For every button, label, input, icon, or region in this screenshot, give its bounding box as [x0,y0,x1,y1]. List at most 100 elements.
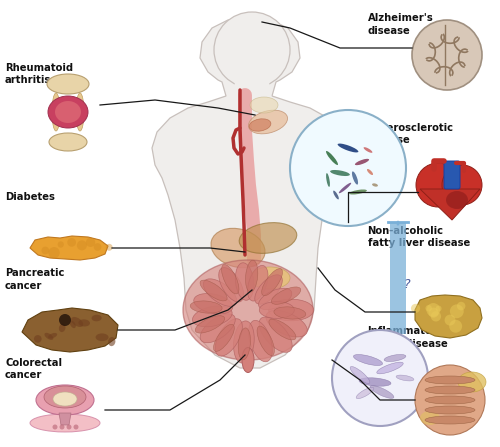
Ellipse shape [326,151,338,165]
Polygon shape [59,413,71,425]
Circle shape [411,304,420,313]
Ellipse shape [269,319,296,340]
Ellipse shape [200,314,235,343]
Ellipse shape [260,302,294,318]
Ellipse shape [248,110,288,134]
Circle shape [426,303,440,317]
Ellipse shape [262,269,282,296]
Circle shape [430,311,441,321]
Ellipse shape [359,378,391,386]
Ellipse shape [218,268,244,302]
Ellipse shape [222,265,239,294]
Ellipse shape [333,190,339,199]
Text: Inflammatory
bowel disease: Inflammatory bowel disease [368,326,448,349]
Ellipse shape [76,93,84,131]
Circle shape [442,165,482,205]
Ellipse shape [384,354,406,362]
Ellipse shape [349,190,367,194]
Ellipse shape [352,171,358,185]
Ellipse shape [242,347,254,372]
Ellipse shape [216,319,242,356]
Text: Non-alcoholic
fatty liver disease: Non-alcoholic fatty liver disease [368,226,470,248]
Polygon shape [152,18,345,368]
Ellipse shape [36,385,94,415]
Ellipse shape [92,315,102,321]
Text: Rheumatoid
arthritis: Rheumatoid arthritis [5,63,73,85]
Ellipse shape [194,294,233,314]
Circle shape [74,425,78,430]
Text: Pancreatic
cancer: Pancreatic cancer [5,268,64,291]
Ellipse shape [446,191,468,209]
Ellipse shape [59,324,66,332]
Text: ?: ? [404,278,410,291]
Ellipse shape [234,321,254,363]
FancyBboxPatch shape [444,161,460,189]
Ellipse shape [192,306,232,327]
Ellipse shape [396,375,414,381]
Circle shape [214,12,290,88]
Polygon shape [22,308,118,352]
Circle shape [332,330,428,426]
Ellipse shape [52,93,60,131]
Ellipse shape [204,279,236,306]
FancyArrowPatch shape [394,337,402,348]
Ellipse shape [239,223,297,253]
Circle shape [444,315,456,325]
Ellipse shape [49,133,87,151]
Ellipse shape [30,414,100,432]
Ellipse shape [266,311,308,337]
Circle shape [59,314,71,326]
Ellipse shape [108,337,116,346]
Ellipse shape [71,317,83,327]
Ellipse shape [255,275,282,304]
Ellipse shape [53,392,77,406]
Ellipse shape [425,386,475,394]
Ellipse shape [425,406,475,414]
Circle shape [68,238,76,247]
Text: Atherosclerotic
disease: Atherosclerotic disease [368,123,454,145]
Ellipse shape [48,333,57,338]
Ellipse shape [259,317,292,352]
Ellipse shape [257,326,274,355]
Circle shape [106,244,112,251]
Ellipse shape [238,328,250,360]
Circle shape [457,302,466,310]
Ellipse shape [248,266,268,301]
Ellipse shape [370,386,394,398]
Ellipse shape [48,96,88,128]
Ellipse shape [200,280,227,301]
Ellipse shape [78,319,90,326]
Text: Diabetes: Diabetes [5,192,55,202]
Bar [390,222,406,334]
Ellipse shape [268,299,314,321]
Circle shape [66,425,71,430]
Circle shape [412,20,482,90]
Ellipse shape [250,267,290,289]
Circle shape [94,243,102,251]
Ellipse shape [425,416,475,424]
Ellipse shape [246,260,258,292]
Ellipse shape [274,307,306,319]
Polygon shape [415,295,482,338]
Circle shape [436,306,442,312]
Ellipse shape [258,288,292,310]
Polygon shape [232,76,272,100]
Circle shape [416,163,460,207]
Ellipse shape [190,301,222,313]
Circle shape [290,110,406,226]
Ellipse shape [272,287,301,304]
Text: Colorectal
cancer: Colorectal cancer [5,358,62,380]
Ellipse shape [44,386,86,408]
Ellipse shape [248,320,272,362]
Ellipse shape [70,320,76,328]
Ellipse shape [367,169,373,175]
Ellipse shape [214,325,234,351]
Circle shape [449,320,462,333]
Polygon shape [420,189,480,220]
Ellipse shape [458,372,486,392]
Text: Alzheimer's
disease: Alzheimer's disease [368,13,433,36]
Ellipse shape [249,119,271,131]
Polygon shape [30,236,108,260]
Circle shape [426,305,432,312]
Circle shape [48,247,60,258]
